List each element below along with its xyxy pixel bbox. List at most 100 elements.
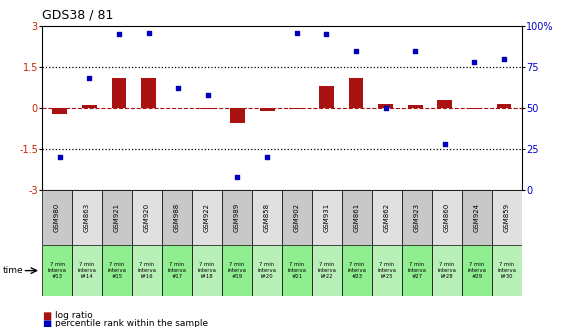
Bar — [492, 245, 522, 296]
Bar — [102, 245, 132, 296]
Bar — [496, 104, 512, 108]
Bar — [462, 190, 492, 245]
Point — [56, 154, 65, 160]
Bar — [432, 245, 462, 296]
Bar — [348, 78, 364, 108]
Text: GSM988: GSM988 — [174, 203, 180, 232]
Point — [351, 48, 360, 53]
Bar — [432, 190, 462, 245]
Text: ■: ■ — [42, 319, 51, 327]
Bar — [192, 190, 222, 245]
Bar — [222, 245, 252, 296]
Bar — [342, 190, 372, 245]
Point — [381, 105, 390, 111]
Bar — [282, 190, 312, 245]
Bar — [132, 190, 162, 245]
Point — [440, 141, 449, 146]
Point — [85, 76, 94, 81]
Text: 7 min
interva
I#30: 7 min interva I#30 — [497, 262, 516, 279]
Text: 7 min
interva
I#18: 7 min interva I#18 — [197, 262, 217, 279]
Text: 7 min
interva
I#20: 7 min interva I#20 — [257, 262, 277, 279]
Text: 7 min
interva
I#22: 7 min interva I#22 — [318, 262, 336, 279]
Bar — [162, 190, 192, 245]
Bar — [72, 190, 102, 245]
Bar — [42, 245, 72, 296]
Text: 7 min
interva
I#14: 7 min interva I#14 — [77, 262, 96, 279]
Bar — [72, 245, 102, 296]
Text: GSM863: GSM863 — [84, 203, 90, 232]
Text: GSM980: GSM980 — [54, 203, 60, 232]
Point — [470, 60, 479, 65]
Bar — [319, 86, 334, 108]
Bar — [252, 190, 282, 245]
Point — [174, 86, 183, 91]
Point — [499, 56, 508, 61]
Bar — [230, 108, 245, 123]
Bar — [467, 108, 482, 109]
Text: 7 min
interva
I#28: 7 min interva I#28 — [438, 262, 456, 279]
Text: 7 min
interva
#21: 7 min interva #21 — [287, 262, 306, 279]
Bar — [402, 245, 432, 296]
Point — [144, 30, 153, 35]
Text: 7 min
interva
I#16: 7 min interva I#16 — [137, 262, 157, 279]
Bar — [372, 245, 402, 296]
Bar — [252, 245, 282, 296]
Point — [114, 32, 123, 37]
Text: GSM859: GSM859 — [504, 203, 510, 232]
Bar — [222, 190, 252, 245]
Bar — [282, 245, 312, 296]
Text: GSM922: GSM922 — [204, 203, 210, 232]
Bar — [342, 245, 372, 296]
Text: percentile rank within the sample: percentile rank within the sample — [55, 319, 208, 327]
Bar — [289, 108, 304, 109]
Bar — [82, 105, 97, 108]
Text: 7 min
interva
#13: 7 min interva #13 — [48, 262, 67, 279]
Point — [322, 32, 331, 37]
Bar — [492, 190, 522, 245]
Text: GSM924: GSM924 — [473, 203, 480, 232]
Text: GSM860: GSM860 — [444, 203, 450, 232]
Bar — [52, 108, 67, 114]
Text: GSM902: GSM902 — [294, 203, 300, 232]
Text: GSM862: GSM862 — [384, 203, 390, 232]
Text: GDS38 / 81: GDS38 / 81 — [42, 8, 113, 21]
Text: 7 min
interva
#15: 7 min interva #15 — [108, 262, 126, 279]
Text: ■: ■ — [42, 311, 51, 320]
Text: GSM923: GSM923 — [414, 203, 420, 232]
Bar — [378, 104, 393, 108]
Bar — [141, 78, 156, 108]
Bar — [200, 108, 215, 109]
Text: GSM861: GSM861 — [354, 203, 360, 232]
Bar — [372, 190, 402, 245]
Bar — [438, 100, 452, 108]
Text: time: time — [3, 266, 24, 275]
Text: 7 min
interva
#19: 7 min interva #19 — [228, 262, 246, 279]
Text: GSM921: GSM921 — [114, 203, 120, 232]
Text: GSM989: GSM989 — [234, 203, 240, 232]
Text: GSM858: GSM858 — [264, 203, 270, 232]
Point — [411, 48, 420, 53]
Bar — [312, 245, 342, 296]
Bar — [102, 190, 132, 245]
Bar — [112, 78, 126, 108]
Bar — [408, 105, 422, 108]
Point — [292, 30, 301, 35]
Bar — [42, 190, 72, 245]
Text: 7 min
interva
#29: 7 min interva #29 — [467, 262, 486, 279]
Point — [233, 174, 242, 179]
Bar — [162, 245, 192, 296]
Bar — [402, 190, 432, 245]
Point — [263, 154, 272, 160]
Text: 7 min
interva
#23: 7 min interva #23 — [347, 262, 366, 279]
Text: GSM920: GSM920 — [144, 203, 150, 232]
Bar — [312, 190, 342, 245]
Bar — [132, 245, 162, 296]
Bar — [260, 108, 274, 111]
Bar — [462, 245, 492, 296]
Text: GSM931: GSM931 — [324, 203, 330, 232]
Text: 7 min
interva
I#25: 7 min interva I#25 — [378, 262, 396, 279]
Text: 7 min
interva
#27: 7 min interva #27 — [407, 262, 426, 279]
Text: log ratio: log ratio — [55, 311, 93, 320]
Point — [204, 92, 213, 97]
Bar — [192, 245, 222, 296]
